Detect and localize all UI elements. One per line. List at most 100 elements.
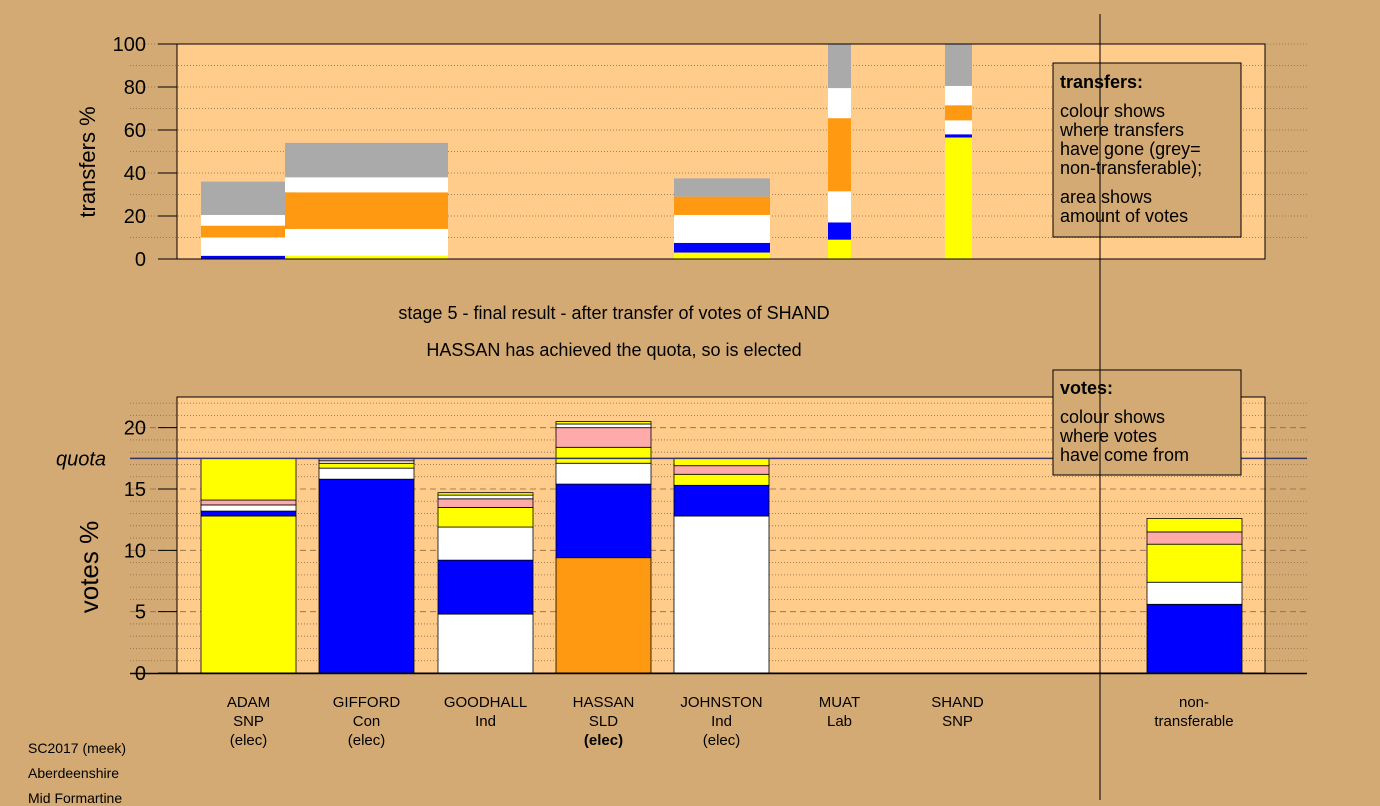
transfers-segment-yellow <box>945 137 972 259</box>
transfers-segment-white <box>201 237 296 256</box>
candidate-name: ADAM <box>227 694 270 711</box>
votes-bar <box>437 492 534 674</box>
footer-line-2: Aberdeenshire <box>28 765 120 781</box>
votes-segment-white <box>673 515 770 674</box>
votes-segment-yellow <box>200 457 297 501</box>
votes-segment-yellow <box>318 462 415 469</box>
transfers-segment-yellow <box>828 239 851 259</box>
candidate-label: SHAND SNP <box>931 694 984 730</box>
transfers-tick-label: 60 <box>124 120 146 142</box>
votes-segment-blue <box>555 483 652 559</box>
votes-legend-line: where votes <box>1059 426 1157 446</box>
votes-tick-label: 20 <box>124 418 146 440</box>
votes-segment-white <box>555 462 652 485</box>
votes-legend: votes: colour shows where votes have com… <box>1052 369 1242 476</box>
transfers-bar <box>201 181 296 259</box>
votes-segment-yellow <box>555 446 652 464</box>
transfers-segment-orange <box>945 105 972 121</box>
nontransferable-label: non- <box>1179 694 1209 711</box>
votes-segment-white <box>318 467 415 480</box>
candidate-label: ADAM SNP (elec) <box>227 694 270 749</box>
transfers-tick-label: 100 <box>113 34 146 56</box>
votes-bar <box>555 421 652 674</box>
candidate-status: (elec) <box>584 732 623 749</box>
transfers-segment-grey <box>945 44 972 86</box>
candidate-party: SLD <box>589 713 618 730</box>
votes-segment-pink <box>1146 531 1243 545</box>
candidate-party: SNP <box>942 713 973 730</box>
votes-segment-pink <box>200 499 297 506</box>
votes-segment-white <box>437 613 534 674</box>
transfers-segment-white <box>945 85 972 106</box>
transfers-segment-orange <box>674 196 770 215</box>
transfers-segment-blue <box>828 222 851 240</box>
votes-segment-pink <box>555 427 652 448</box>
transfers-panel-border <box>176 43 1266 260</box>
transfers-bar <box>828 44 851 259</box>
transfers-legend: transfers: colour shows where transfers … <box>1052 62 1242 238</box>
votes-tick-label: 5 <box>135 602 146 624</box>
votes-y-axis-label: votes % <box>74 521 104 614</box>
transfers-segment-orange <box>828 118 851 192</box>
candidate-label: JOHNSTON Ind (elec) <box>680 694 762 749</box>
transfers-segment-grey <box>201 181 296 215</box>
candidate-label: MUAT Lab <box>819 694 860 730</box>
transfers-tick-label: 80 <box>124 77 146 99</box>
transfers-legend-line: have gone (grey= <box>1060 139 1201 159</box>
transfers-bar <box>285 142 448 259</box>
transfers-segment-grey <box>285 142 448 178</box>
footer-line-3: Mid Formartine <box>28 790 123 806</box>
transfers-segment-orange <box>201 225 296 238</box>
votes-legend-line: colour shows <box>1060 407 1165 427</box>
votes-segment-blue <box>318 478 415 674</box>
votes-segment-pink <box>673 465 770 475</box>
candidate-label: HASSAN SLD (elec) <box>573 694 635 749</box>
transfers-segment-grey <box>674 178 770 197</box>
candidate-party: Ind <box>711 713 732 730</box>
transfers-segment-blue <box>201 255 296 259</box>
candidate-status: (elec) <box>230 732 268 749</box>
stage-title: stage 5 - final result - after transfer … <box>398 303 829 323</box>
votes-tick-label: 10 <box>124 540 146 562</box>
transfers-segment-white <box>674 214 770 243</box>
transfers-legend-line: area shows <box>1060 187 1152 207</box>
transfers-y-ticks: 0 20 40 60 80 100 <box>113 34 177 271</box>
votes-segment-blue <box>200 510 297 517</box>
transfers-legend-line: amount of votes <box>1060 206 1188 226</box>
votes-segment-yellow <box>200 515 297 674</box>
votes-bar <box>318 457 415 674</box>
transfers-legend-title: transfers: <box>1060 72 1143 92</box>
votes-segment-blue <box>1146 603 1243 674</box>
votes-segment-blue <box>673 484 770 517</box>
candidate-label: GIFFORD Con (elec) <box>333 694 401 749</box>
candidate-name: SHAND <box>931 694 984 711</box>
transfers-tick-label: 40 <box>124 163 146 185</box>
transfers-segment-blue <box>674 242 770 253</box>
transfers-bar <box>945 44 972 259</box>
votes-tick-label: 15 <box>124 479 146 501</box>
votes-segment-yellow <box>437 506 534 528</box>
votes-legend-line: have come from <box>1060 445 1189 465</box>
votes-bar <box>200 457 297 674</box>
quota-label: quota <box>56 448 106 470</box>
transfers-segment-white <box>828 191 851 223</box>
votes-segment-yellow <box>673 473 770 486</box>
candidate-name: GIFFORD <box>333 694 401 711</box>
votes-bars <box>200 421 1243 674</box>
votes-segment-white <box>1146 581 1243 605</box>
nontransferable-label: transferable <box>1154 713 1233 730</box>
votes-segment-yellow <box>1146 543 1243 583</box>
transfers-bars <box>201 44 972 259</box>
transfers-segment-blue <box>945 134 972 138</box>
transfers-legend-line: non-transferable); <box>1060 158 1202 178</box>
candidate-name: GOODHALL <box>444 694 527 711</box>
transfers-segment-white <box>285 177 448 193</box>
candidate-party: Con <box>353 713 381 730</box>
candidate-labels: ADAM SNP (elec) GIFFORD Con (elec) GOODHALL Ind… <box>227 694 984 749</box>
stage-subtitle: HASSAN has achieved the quota, so is ele… <box>426 340 801 360</box>
transfers-segment-yellow <box>674 252 770 259</box>
votes-segment-yellow <box>555 421 652 425</box>
transfers-tick-label: 0 <box>135 249 146 271</box>
votes-bar <box>1146 518 1243 674</box>
